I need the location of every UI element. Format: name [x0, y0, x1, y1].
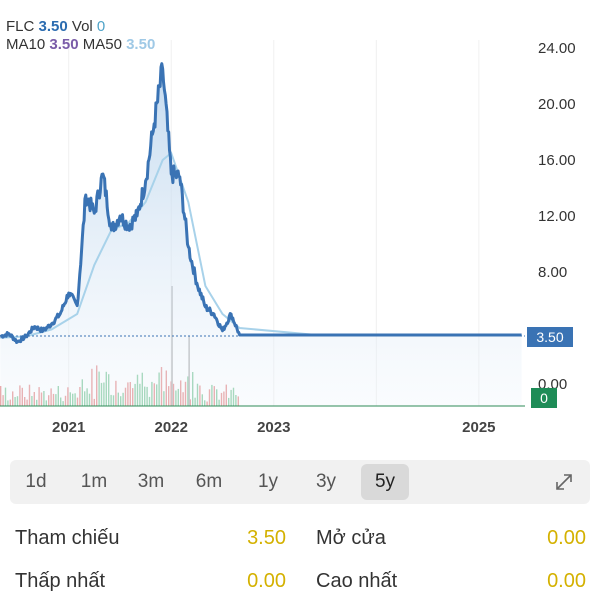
vol-label: Vol — [71, 18, 93, 35]
range-1y-button[interactable]: 1y — [257, 471, 279, 492]
ma10-value: 3.50 — [49, 36, 79, 53]
reference-price-value: 3.50 — [247, 527, 286, 549]
expand-icon[interactable] — [546, 464, 582, 500]
reference-price-label: Tham chiếu — [15, 527, 120, 549]
x-tick-label: 2022 — [155, 419, 188, 436]
y-tick-label: 8.00 — [538, 264, 567, 281]
range-5y-button[interactable]: 5y — [361, 464, 409, 500]
vol-value: 0 — [96, 18, 106, 35]
price-value: 3.50 — [38, 18, 68, 35]
y-tick-label: 12.00 — [538, 208, 576, 225]
range-1d-button[interactable]: 1d — [25, 471, 47, 492]
range-3y-button[interactable]: 3y — [315, 471, 337, 492]
last-price-tag: 3.50 — [527, 327, 573, 347]
ma10-label: MA10 — [6, 36, 46, 53]
high-price-value: 0.00 — [547, 570, 586, 592]
price-line — [0, 62, 522, 344]
low-price-value: 0.00 — [247, 570, 286, 592]
y-tick-label: 20.00 — [538, 96, 576, 113]
x-tick-label: 2021 — [52, 419, 85, 436]
expand-arrows-icon — [556, 474, 572, 490]
open-price-value: 0.00 — [547, 527, 586, 549]
low-price-label: Thấp nhất — [15, 570, 106, 592]
symbol-label: FLC — [6, 18, 35, 35]
ma50-line — [0, 151, 522, 339]
range-3m-button[interactable]: 3m — [137, 471, 165, 492]
x-tick-label: 2023 — [257, 419, 290, 436]
range-selector: 1d 1m 3m 6m 1y 3y 5y — [10, 460, 590, 504]
y-tick-label: 16.00 — [538, 152, 576, 169]
range-1m-button[interactable]: 1m — [80, 471, 108, 492]
last-volume-label: 0 — [540, 390, 548, 406]
x-tick-label: 2025 — [462, 419, 495, 436]
price-area — [0, 63, 522, 406]
ma50-label: MA50 — [82, 36, 122, 53]
legend-row-1: FLC 3.50 Vol 0 — [6, 18, 105, 36]
open-price-label: Mở cửa — [316, 527, 386, 549]
legend-row-2: MA10 3.50 MA50 3.50 — [6, 36, 155, 54]
last-price-label: 3.50 — [536, 329, 563, 345]
last-volume-tag: 0 — [531, 388, 557, 408]
x-axis-labels: 2021 2022 2023 2025 — [52, 419, 496, 436]
high-price-label: Cao nhất — [316, 570, 398, 592]
y-tick-label: 24.00 — [538, 40, 576, 57]
range-6m-button[interactable]: 6m — [195, 471, 223, 492]
ma50-value: 3.50 — [126, 36, 156, 53]
